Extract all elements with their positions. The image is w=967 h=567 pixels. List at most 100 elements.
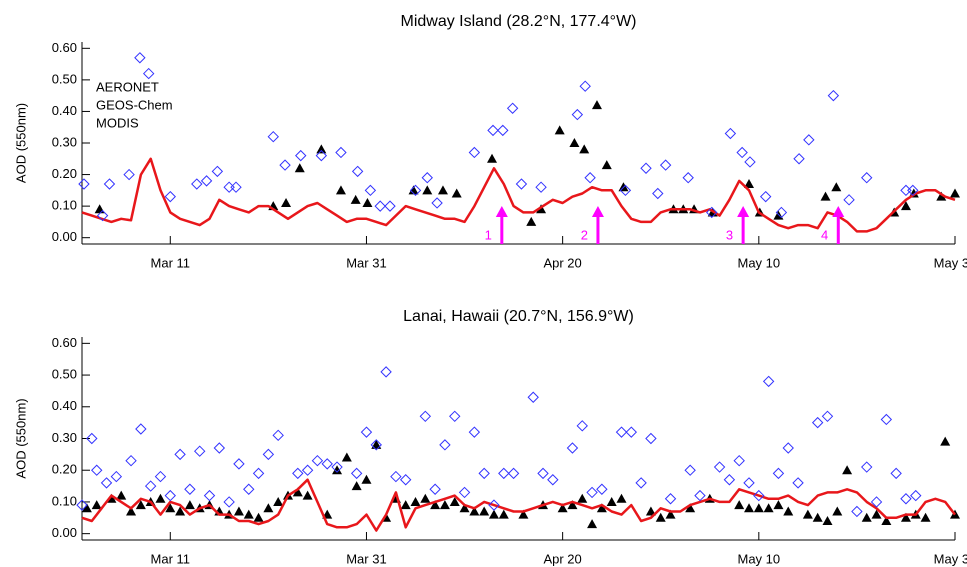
- modis-point: [535, 181, 547, 193]
- y-tick-label: 0.50: [52, 71, 77, 86]
- modis-point: [827, 89, 840, 102]
- aeronet-point: [587, 519, 598, 529]
- modis-point: [759, 190, 772, 203]
- aeronet-point: [273, 496, 284, 506]
- aeronet-point: [744, 503, 755, 513]
- modis-point: [615, 426, 628, 438]
- modis-point: [792, 477, 804, 489]
- aeronet-point: [316, 144, 327, 154]
- modis-point: [659, 159, 672, 171]
- aeronet-point: [361, 474, 372, 484]
- aeronet-point: [812, 512, 823, 522]
- modis-point: [103, 178, 116, 190]
- aeronet-point: [488, 509, 499, 519]
- aeronet-point: [371, 439, 382, 449]
- aeronet-point: [351, 481, 362, 491]
- y-tick-label: 0.30: [52, 430, 77, 445]
- annotation-label: 3: [726, 227, 733, 242]
- modis-point: [351, 165, 364, 178]
- panel: Lanai, Hawaii (20.7°N, 156.9°W) AOD (550n…: [13, 308, 967, 566]
- aeronet-point: [350, 194, 361, 204]
- aeronet-point: [616, 493, 627, 503]
- aeronet-point: [487, 153, 498, 163]
- aeronet-point: [753, 503, 764, 513]
- aeronet-point: [861, 512, 872, 522]
- aeronet-point: [420, 493, 431, 503]
- modis-point: [487, 124, 499, 137]
- modis-point: [321, 458, 333, 470]
- modis-point: [142, 67, 155, 80]
- modis-point: [910, 489, 922, 502]
- aeronet-point: [126, 506, 137, 516]
- model-line: [81, 478, 956, 532]
- aeronet-point: [294, 163, 305, 173]
- modis-point: [584, 172, 596, 184]
- y-tick-label: 0.00: [52, 229, 77, 244]
- aeronet-point: [783, 506, 794, 516]
- y-tick-label: 0.00: [52, 525, 77, 540]
- modis-point: [380, 366, 392, 378]
- modis-point: [803, 134, 815, 146]
- aeronet-point: [362, 197, 373, 207]
- modis-point: [331, 461, 343, 473]
- modis-point: [164, 190, 176, 203]
- modis-point: [619, 184, 632, 197]
- modis-point: [144, 480, 157, 492]
- modis-point: [723, 474, 736, 486]
- modis-point: [100, 477, 113, 489]
- modis-point: [200, 175, 213, 187]
- modis-point: [571, 108, 584, 121]
- aeronet-point: [655, 512, 666, 522]
- modis-point: [498, 467, 510, 480]
- modis-point: [230, 181, 242, 193]
- modis-point: [262, 448, 275, 461]
- x-tick-label: May 10: [737, 255, 780, 270]
- aeronet-point: [94, 204, 105, 214]
- aeronet-point: [554, 125, 565, 135]
- aeronet-point: [449, 496, 460, 506]
- modis-point: [843, 194, 855, 206]
- x-tick-label: May 30: [934, 551, 967, 566]
- x-tick-label: Mar 11: [151, 551, 191, 566]
- aeronet-point: [335, 185, 346, 195]
- modis-point: [86, 432, 98, 445]
- modis-point: [733, 454, 745, 467]
- y-axis-label: AOD (550nm): [13, 398, 28, 478]
- annotation-label: 2: [581, 227, 588, 242]
- aeronet-point: [91, 500, 102, 510]
- modis-point: [409, 184, 422, 197]
- aeronet-point: [601, 160, 612, 170]
- modis-point: [506, 102, 519, 114]
- modis-point: [861, 461, 873, 473]
- modis-point: [252, 467, 265, 480]
- modis-point: [586, 486, 598, 499]
- modis-point: [279, 159, 291, 171]
- aeronet-point: [155, 493, 166, 503]
- modis-point: [488, 499, 500, 511]
- aeronet-point: [526, 216, 537, 226]
- legend-entry: GEOS-Chem: [96, 97, 173, 112]
- aeronet-point: [900, 512, 911, 522]
- aeronet-point: [802, 509, 813, 519]
- legend-entry: MODIS: [96, 115, 139, 130]
- aeronet-point: [567, 500, 578, 510]
- aeronet-point: [341, 452, 352, 462]
- y-tick-label: 0.40: [52, 103, 77, 118]
- modis-point: [154, 470, 167, 483]
- modis-point: [374, 200, 386, 212]
- x-tick-label: Mar 31: [346, 551, 386, 566]
- aeronet-point: [175, 506, 186, 516]
- modis-point: [96, 209, 109, 222]
- aeronet-point: [920, 512, 931, 522]
- modis-point: [684, 464, 696, 476]
- aeronet-point: [408, 185, 419, 195]
- modis-point: [497, 124, 509, 137]
- modis-point: [753, 489, 765, 502]
- aeronet-point: [606, 496, 617, 506]
- modis-point: [507, 467, 520, 480]
- modis-point: [890, 467, 902, 480]
- modis-point: [821, 410, 834, 423]
- modis-point: [164, 489, 176, 502]
- x-tick-label: Mar 31: [346, 255, 386, 270]
